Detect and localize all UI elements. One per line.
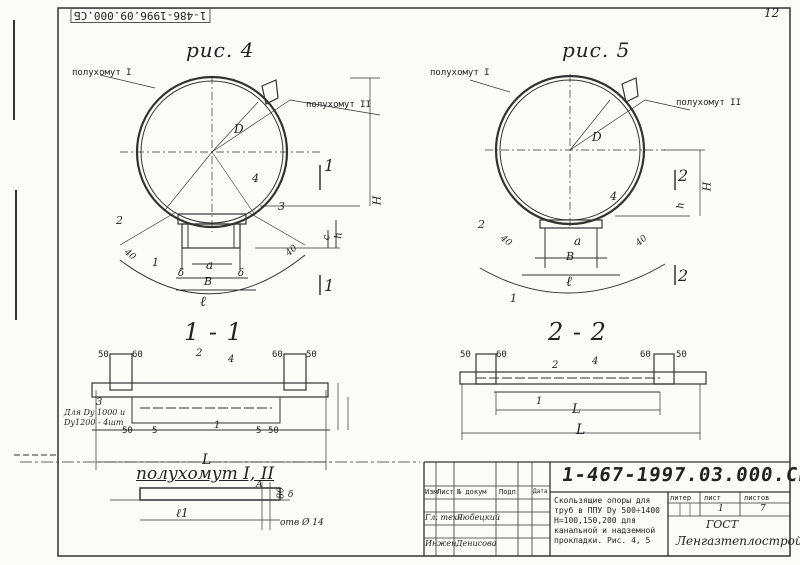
fig5-dim-a: a <box>574 234 582 248</box>
fig4-diameter: D <box>234 122 244 136</box>
tb-role-1: Гл. техн <box>425 513 463 522</box>
tb-header-list: Лист <box>437 488 454 496</box>
s22-callout-1: 1 <box>536 396 543 407</box>
section-1-1-drawing <box>91 353 349 470</box>
fig4-half-clamp-1: полухомут I <box>72 68 132 78</box>
s11-callout-3: 3 <box>96 397 103 408</box>
fig4-dim-b: B <box>204 275 213 288</box>
s11-note-line1: Для Dу 1000 и <box>64 408 126 417</box>
s22-length-inner: L <box>572 402 581 417</box>
s22-dim-50-a: 50 <box>460 350 471 360</box>
tb-org: Ленгазтеплострой <box>676 534 800 548</box>
tb-header-izm: Изм <box>425 488 438 496</box>
fig4-half-clamp-2: полухомут II <box>306 100 372 110</box>
tb-litera-label: литер <box>670 494 692 502</box>
fig4-callout-1: 1 <box>152 256 159 269</box>
fig4-dim-a: a <box>206 258 214 272</box>
fig5-callout-1: 1 <box>510 292 517 305</box>
tb-litera: ГОСТ <box>706 518 739 531</box>
fig5-dim-l: ℓ <box>566 274 572 290</box>
half-clamp-hole: отв Ø 14 <box>280 518 324 528</box>
fig4-callout-2: 2 <box>116 214 123 227</box>
tb-sheets-label: листов <box>744 494 770 502</box>
tb-sheet: 1 <box>718 504 724 514</box>
fig4-dim-h: h <box>333 232 345 239</box>
tb-header-doc: № докум <box>457 488 487 496</box>
section-1-1-title: 1 - 1 <box>184 318 243 346</box>
fig4-callout-4: 4 <box>252 172 259 185</box>
tb-header-date: Дата <box>533 488 548 495</box>
s11-dim-5-a: 5 <box>152 426 158 436</box>
s22-dim-60-a: 60 <box>496 350 507 360</box>
fig5-callout-4: 4 <box>610 190 617 203</box>
fig4-callout-3: 3 <box>278 200 285 213</box>
s22-length-L: L <box>576 422 586 438</box>
tb-header-sign: Подп <box>499 488 516 496</box>
s11-dim-50-a: 50 <box>98 350 109 360</box>
fig5-drawing <box>469 74 705 294</box>
s22-callout-4: 4 <box>592 356 599 367</box>
s11-dim-50-b: 50 <box>306 350 317 360</box>
fig4-drawing <box>99 74 381 295</box>
s11-callout-2: 2 <box>196 348 203 359</box>
fig4-dim-c: c <box>321 234 333 241</box>
fig5-dim-b: B <box>566 250 575 263</box>
fig5-title: рис. 5 <box>562 38 631 62</box>
tb-name-2: Денисова <box>456 539 497 548</box>
fig5-callout-2: 2 <box>478 218 485 231</box>
s11-length-L: L <box>202 452 212 468</box>
s11-dim-5-b: 5 <box>256 426 262 436</box>
s22-dim-50-b: 50 <box>676 350 687 360</box>
tb-role-2: Инжен <box>425 539 457 548</box>
tb-description: Скользящие опоры для труб в ППУ Dу 500÷1… <box>554 496 660 545</box>
half-clamp-l1: ℓ1 <box>176 506 189 520</box>
stamp-code: 1-486-1996.09.000.СБ <box>70 8 211 23</box>
half-clamp-drawing <box>20 461 420 530</box>
half-clamp-delta: δ <box>288 490 294 500</box>
fig5-half-clamp-1: полухомут I <box>430 68 490 78</box>
tb-sheet-label: лист <box>704 494 721 502</box>
s11-dim-50-d: 50 <box>268 426 279 436</box>
fig4-dim-delta-right: δ <box>238 268 245 279</box>
s11-callout-1: 1 <box>214 420 221 431</box>
s11-dim-50-c: 50 <box>122 426 133 436</box>
s22-callout-2: 2 <box>552 360 559 371</box>
tb-name-1: Любецкий <box>456 513 500 522</box>
section-2-2-title: 2 - 2 <box>548 318 607 346</box>
fig4-dim-delta-left: δ <box>178 268 185 279</box>
s11-dim-60-a: 60 <box>132 350 143 360</box>
section-2-2-drawing <box>459 353 707 440</box>
s11-dim-60-b: 60 <box>272 350 283 360</box>
s11-note-line2: Dу1200 - 4шт <box>64 418 124 427</box>
fig5-dim-H: H <box>700 181 714 192</box>
fig5-dim-h: h <box>675 202 687 209</box>
title-block-grid <box>423 461 790 556</box>
fig5-diameter: D <box>592 130 602 144</box>
fig4-title: рис. 4 <box>186 38 255 62</box>
s22-dim-60-b: 60 <box>640 350 651 360</box>
fig4-section-mark-top: 1 <box>324 156 335 175</box>
doc-code: 1-467-1997.03.000.СБ <box>560 464 800 486</box>
fig5-section-mark-top: 2 <box>678 166 689 185</box>
fig5-half-clamp-2: полухомут II <box>676 98 742 108</box>
fig5-section-mark-bottom: 2 <box>678 266 689 285</box>
tb-sheets: 7 <box>760 504 766 514</box>
fig4-dim-l: ℓ <box>200 294 206 310</box>
half-clamp-mark: A <box>256 480 263 490</box>
fig4-section-mark-bottom: 1 <box>324 276 335 295</box>
page-number: 12 <box>764 6 780 20</box>
fig4-dim-H: H <box>370 195 384 206</box>
half-clamp-80: 80 <box>276 487 287 499</box>
s11-callout-4: 4 <box>228 354 235 365</box>
half-clamp-title: полухомут I, II <box>136 464 275 484</box>
